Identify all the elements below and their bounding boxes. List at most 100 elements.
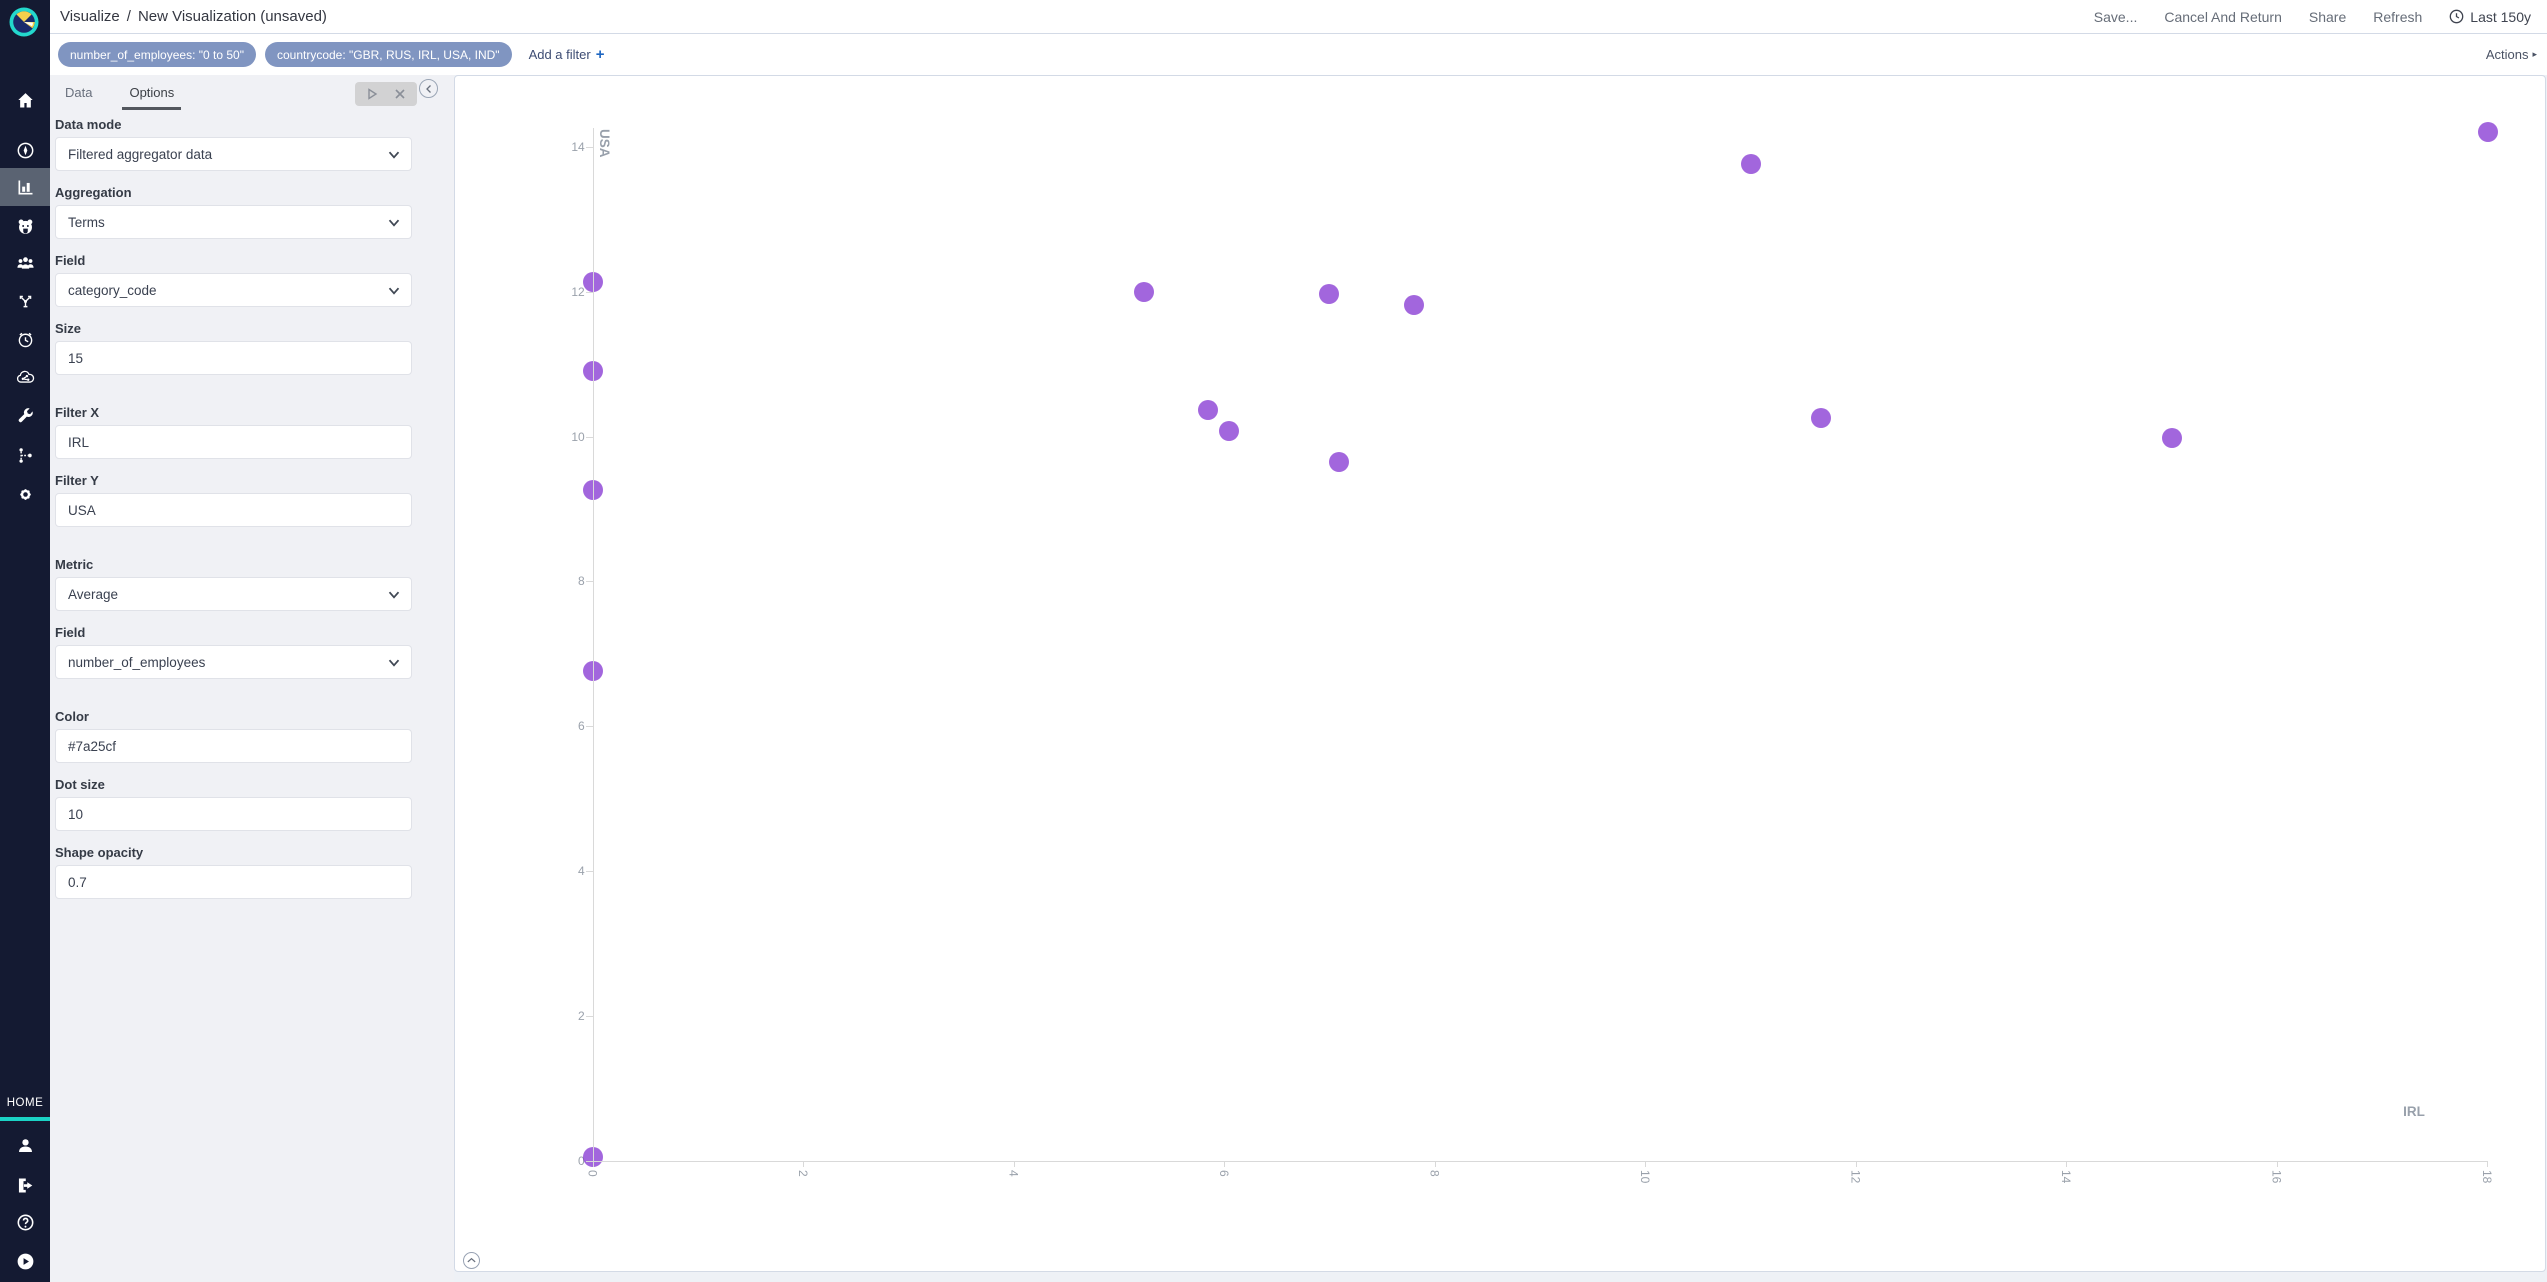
x-tick-16 [2276,1161,2278,1167]
visualization-config-panel: Data Options Data mode Filtered aggregator… [50,75,454,1282]
cancel-and-return-button[interactable]: Cancel And Return [2164,8,2282,25]
tab-data[interactable]: Data [65,85,93,100]
y-tick-10 [585,436,593,438]
dot-size-field-group: Dot size [55,777,412,831]
panel-tabs: Data Options [50,75,454,110]
apply-changes-button[interactable] [361,83,383,105]
size-input[interactable] [55,341,412,375]
collapse-chart-legend-button[interactable] [463,1252,480,1269]
actions-menu[interactable]: Actions ▸ [2486,47,2537,62]
tab-options[interactable]: Options [122,75,182,110]
metric-field-selected-value: number_of_employees [68,654,206,670]
color-label: Color [55,709,89,724]
scatter-point-8[interactable] [1319,283,1340,304]
scatter-point-11[interactable] [1741,154,1762,175]
metric-field-select[interactable]: number_of_employees [55,645,412,679]
y-tick-8 [585,581,593,583]
x-tick-label-18: 18 [2480,1169,2495,1183]
shape-opacity-input[interactable] [55,865,412,899]
actions-label: Actions [2485,47,2529,62]
wrench-icon[interactable] [0,397,50,435]
metric-select[interactable]: Average [55,577,412,611]
x-axis-title: IRL [2403,1104,2425,1119]
data-mode-select[interactable]: Filtered aggregator data [55,137,412,171]
filter-y-label: Filter Y [55,473,99,488]
collapse-panel-button[interactable] [419,79,438,98]
logout-icon[interactable] [0,1166,50,1204]
y-tick-label-14: 14 [571,139,585,154]
clock-icon [2449,9,2464,24]
breadcrumb-page-title: New Visualization (unsaved) [137,8,327,25]
filter-x-input[interactable] [55,425,412,459]
scatter-point-6[interactable] [1198,400,1219,421]
time-range-label: Last 150y [2470,8,2531,25]
aggregation-field-select[interactable]: category_code [55,273,412,307]
y-tick-label-10: 10 [571,429,585,444]
filter-y-input[interactable] [55,493,412,527]
time-range-picker[interactable]: Last 150y [2449,9,2531,25]
x-tick-label-6: 6 [1217,1169,1232,1177]
aggregation-field-group: Aggregation Terms [55,185,412,239]
metric-selected-value: Average [68,586,119,602]
left-nav-rail: HOME [0,0,50,1282]
home-nav-label[interactable]: HOME [6,1097,44,1109]
x-tick-0 [592,1161,594,1167]
x-tick-label-14: 14 [2059,1169,2074,1183]
dot-size-input[interactable] [55,797,412,831]
x-tick-label-2: 2 [796,1169,811,1177]
play-circle-icon[interactable] [0,1242,50,1280]
y-tick-14 [585,146,593,148]
shape-opacity-field-group: Shape opacity [55,845,412,899]
size-field-group: Size [55,321,412,375]
pipeline-icon[interactable] [0,436,50,474]
filter-pill-1[interactable]: countrycode: "GBR, RUS, IRL, USA, IND" [264,42,512,67]
kibana-logo[interactable] [8,6,40,38]
x-tick-12 [1855,1161,1857,1167]
scatter-point-10[interactable] [1403,294,1424,315]
scatter-point-12[interactable] [1810,408,1831,429]
add-filter-link[interactable]: Add a filter + [529,46,605,63]
scatter-point-5[interactable] [1134,281,1155,302]
aggregation-field-selected-value: category_code [68,282,157,298]
data-mode-field-group: Data mode Filtered aggregator data [55,117,412,171]
color-input[interactable] [55,729,412,763]
y-tick-label-4: 4 [578,863,585,878]
share-network-icon[interactable] [0,281,50,319]
home-icon[interactable] [0,81,50,119]
scatter-point-14[interactable] [2478,121,2499,142]
share-button[interactable]: Share [2308,8,2347,25]
aggregation-field-label: Field [55,253,86,268]
gear-icon[interactable] [0,475,50,513]
y-axis-title: USA [597,129,612,158]
x-tick-4 [1013,1161,1015,1167]
y-tick-6 [585,726,593,728]
alarm-clock-icon[interactable] [0,320,50,358]
filter-x-label: Filter X [55,405,100,420]
aggregation-select[interactable]: Terms [55,205,412,239]
bear-face-icon[interactable] [0,207,50,245]
size-label: Size [55,321,82,336]
x-tick-label-16: 16 [2269,1169,2284,1183]
refresh-button[interactable]: Refresh [2373,8,2423,25]
x-tick-label-12: 12 [1848,1169,1863,1183]
save-button[interactable]: Save... [2093,8,2138,25]
x-tick-14 [2066,1161,2068,1167]
y-tick-2 [585,1015,593,1017]
visualize-bar-chart-icon[interactable] [0,168,50,206]
discard-changes-button[interactable] [389,83,411,105]
filter-y-field-group: Filter Y [55,473,412,527]
shape-opacity-label: Shape opacity [55,845,144,860]
cloud-nodes-icon[interactable] [0,358,50,396]
scatter-point-13[interactable] [2162,427,2183,448]
users-group-icon[interactable] [0,244,50,282]
metric-field-field-group: Field number_of_employees [55,625,412,679]
filter-pill-0[interactable]: number_of_employees: "0 to 50" [58,42,256,67]
aggregation-label: Aggregation [55,185,132,200]
breadcrumb-app[interactable]: Visualize [60,8,120,25]
help-icon[interactable] [0,1203,50,1241]
scatter-point-9[interactable] [1328,451,1349,472]
y-tick-label-8: 8 [578,574,585,589]
user-profile-icon[interactable] [0,1126,50,1164]
scatter-point-7[interactable] [1219,421,1240,442]
discover-compass-icon[interactable] [0,131,50,169]
